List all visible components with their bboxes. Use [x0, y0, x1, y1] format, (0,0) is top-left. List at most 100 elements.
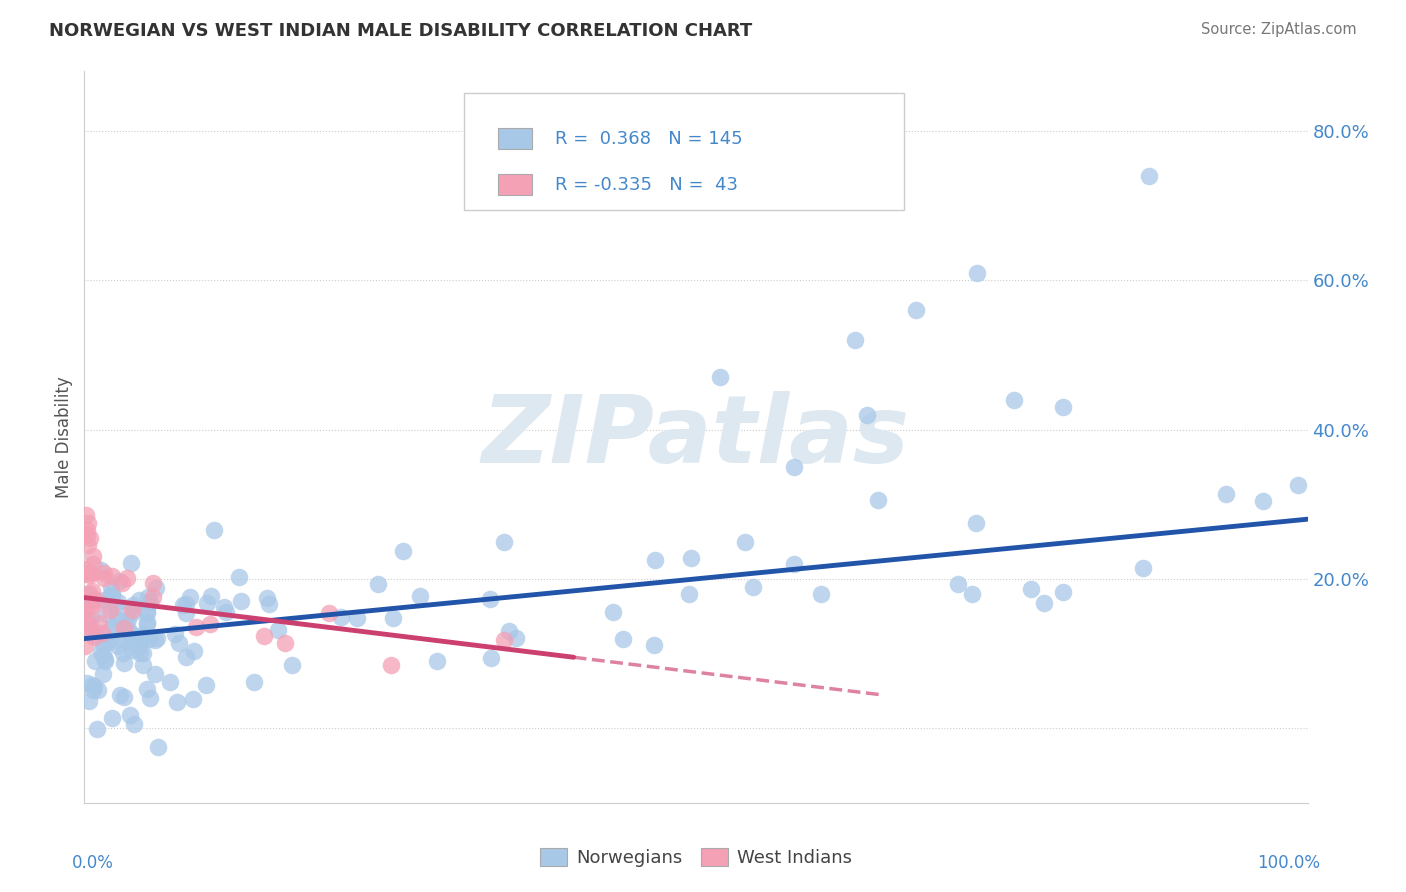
Point	[186, 620, 208, 634]
Point	[135, 615, 157, 629]
Point	[734, 534, 756, 549]
FancyBboxPatch shape	[498, 128, 531, 149]
Point	[90, 564, 112, 578]
Point	[678, 587, 700, 601]
Point	[77, 586, 100, 600]
Point	[101, 620, 124, 634]
Point	[426, 654, 449, 668]
Text: 100.0%: 100.0%	[1257, 854, 1320, 872]
Text: 0.0%: 0.0%	[72, 854, 114, 872]
Point	[94, 652, 117, 666]
Point	[111, 646, 134, 660]
Point	[166, 695, 188, 709]
Point	[105, 600, 128, 615]
Point	[643, 639, 665, 653]
Point	[709, 370, 731, 384]
Point	[256, 591, 278, 605]
Point	[84, 654, 107, 668]
Point	[122, 717, 145, 731]
Point	[77, 693, 100, 707]
Point	[76, 617, 98, 632]
Point	[866, 492, 889, 507]
Point	[1215, 487, 1237, 501]
Point	[117, 571, 139, 585]
Point	[110, 615, 132, 629]
Point	[91, 666, 114, 681]
Legend: Norwegians, West Indians: Norwegians, West Indians	[533, 840, 859, 874]
Point	[214, 605, 236, 619]
Point	[146, 740, 169, 755]
Point	[408, 589, 430, 603]
Point	[75, 508, 97, 523]
Point	[136, 606, 159, 620]
Point	[101, 711, 124, 725]
Point	[183, 643, 205, 657]
Point	[266, 624, 288, 638]
Point	[856, 408, 879, 422]
Point	[77, 516, 100, 530]
Point	[105, 612, 128, 626]
Point	[91, 626, 114, 640]
Point	[76, 524, 98, 538]
Point	[280, 658, 302, 673]
Point	[1033, 596, 1056, 610]
Text: NORWEGIAN VS WEST INDIAN MALE DISABILITY CORRELATION CHART: NORWEGIAN VS WEST INDIAN MALE DISABILITY…	[49, 22, 752, 40]
Point	[79, 568, 101, 582]
Point	[87, 682, 110, 697]
Point	[142, 576, 165, 591]
Point	[80, 599, 103, 614]
Point	[82, 678, 104, 692]
Point	[80, 584, 103, 599]
Point	[98, 624, 121, 638]
Point	[1052, 401, 1074, 415]
Point	[112, 621, 135, 635]
Point	[77, 538, 100, 552]
Point	[742, 580, 765, 594]
Point	[1132, 561, 1154, 575]
Point	[174, 606, 197, 620]
Point	[75, 567, 97, 582]
Point	[132, 629, 155, 643]
Point	[346, 611, 368, 625]
Point	[121, 643, 143, 657]
Point	[79, 599, 101, 614]
Point	[77, 588, 100, 602]
Text: R = -0.335   N =  43: R = -0.335 N = 43	[555, 176, 738, 194]
Point	[94, 654, 117, 668]
Point	[136, 617, 159, 632]
Point	[132, 646, 155, 660]
Point	[79, 615, 101, 629]
Point	[93, 648, 115, 662]
Point	[479, 591, 502, 606]
Point	[612, 632, 634, 646]
Point	[145, 582, 167, 596]
Point	[905, 303, 928, 318]
Point	[163, 627, 186, 641]
Point	[492, 632, 515, 647]
Point	[783, 459, 806, 474]
Point	[107, 640, 129, 654]
Point	[367, 577, 389, 591]
Point	[274, 636, 297, 650]
Point	[79, 624, 101, 639]
Point	[82, 623, 104, 637]
Point	[122, 605, 145, 619]
Point	[181, 692, 204, 706]
Point	[100, 588, 122, 602]
Point	[200, 590, 222, 604]
Point	[195, 596, 218, 610]
Point	[100, 580, 122, 594]
Point	[253, 629, 276, 643]
Point	[602, 605, 624, 619]
Point	[159, 675, 181, 690]
Point	[382, 611, 405, 625]
Point	[73, 562, 96, 576]
Text: ZIPatlas: ZIPatlas	[482, 391, 910, 483]
Point	[136, 591, 159, 605]
Point	[179, 590, 201, 604]
Point	[146, 631, 169, 645]
Point	[228, 570, 250, 584]
Point	[142, 591, 165, 605]
Point	[380, 658, 402, 673]
Point	[117, 612, 139, 626]
